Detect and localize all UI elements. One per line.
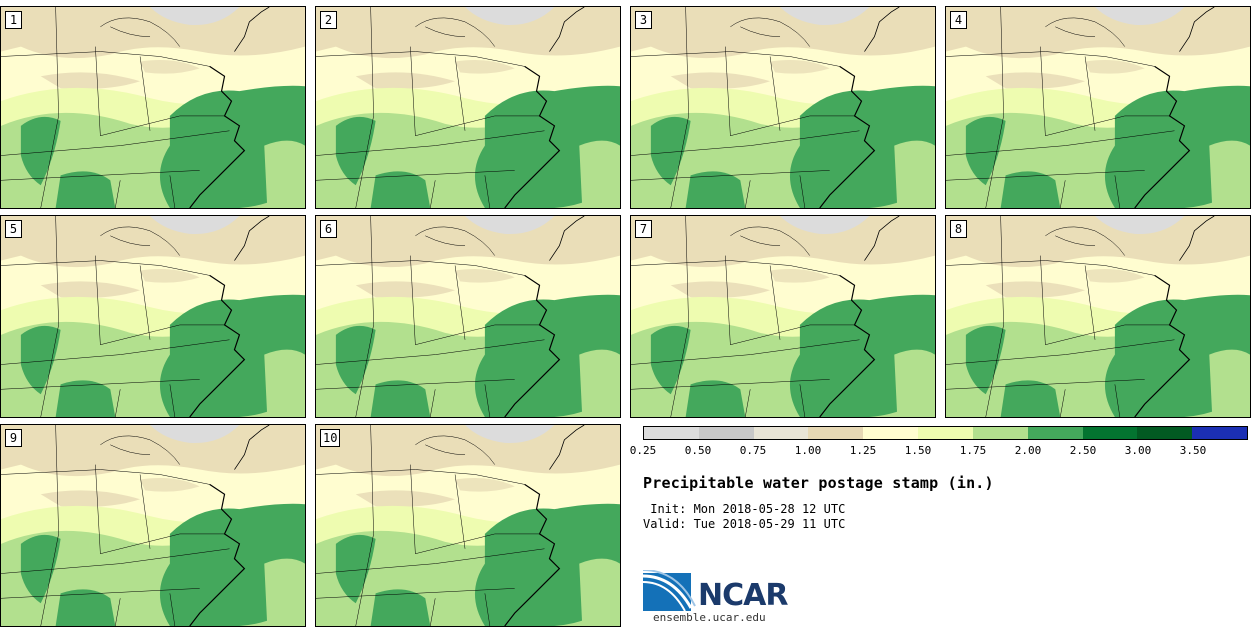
- member-number-label: 1: [5, 11, 22, 29]
- colorbar-tick-label: 2.50: [1069, 444, 1097, 457]
- member-number-label: 2: [320, 11, 337, 29]
- colorbar-swatch: [698, 427, 754, 439]
- colorbar-tick-label: 3.00: [1124, 444, 1152, 457]
- colorbar-tick-label: 0.75: [739, 444, 767, 457]
- colorbar-tick-label: 1.00: [794, 444, 822, 457]
- colorbar-tick-label: 1.25: [849, 444, 877, 457]
- member-number-label: 9: [5, 429, 22, 447]
- colorbar-swatch: [1082, 427, 1138, 439]
- colorbar: [643, 426, 1248, 440]
- ensemble-member-map: 10: [315, 424, 621, 627]
- colorbar-swatch: [1027, 427, 1083, 439]
- member-number-label: 6: [320, 220, 337, 238]
- member-number-label: 10: [320, 429, 341, 447]
- ensemble-member-map: 6: [315, 215, 621, 418]
- ncar-logo-text: NCAR: [698, 578, 788, 613]
- ensemble-member-map: 1: [0, 6, 306, 209]
- colorbar-swatch: [863, 427, 919, 439]
- colorbar-swatch: [918, 427, 973, 439]
- colorbar-swatch: [644, 427, 699, 439]
- valid-time: Valid: Tue 2018-05-29 11 UTC: [643, 517, 846, 531]
- colorbar-swatch: [1192, 427, 1247, 439]
- colorbar-tick-label: 1.75: [959, 444, 987, 457]
- ncar-logo-icon: [643, 570, 696, 612]
- colorbar-swatch: [808, 427, 864, 439]
- colorbar-tick-label: 2.00: [1014, 444, 1042, 457]
- figure-title: Precipitable water postage stamp (in.): [643, 474, 994, 492]
- ensemble-member-map: 5: [0, 215, 306, 418]
- colorbar-swatch: [753, 427, 809, 439]
- colorbar-tick-label: 0.50: [684, 444, 712, 457]
- colorbar-ticks: 0.25 0.50 0.75 1.00 1.25 1.50 1.75 2.00 2.50 3.00…: [630, 444, 1260, 460]
- member-number-label: 7: [635, 220, 652, 238]
- init-time: Init: Mon 2018-05-28 12 UTC: [643, 502, 846, 516]
- ensemble-member-map: 2: [315, 6, 621, 209]
- ensemble-member-map: 7: [630, 215, 936, 418]
- ensemble-member-map: 9: [0, 424, 306, 627]
- member-number-label: 3: [635, 11, 652, 29]
- colorbar-swatch: [972, 427, 1028, 439]
- ensemble-member-map: 4: [945, 6, 1251, 209]
- ensemble-member-map: 8: [945, 215, 1251, 418]
- ncar-url: ensemble.ucar.edu: [653, 611, 766, 624]
- colorbar-tick-label: 0.25: [629, 444, 657, 457]
- member-number-label: 4: [950, 11, 967, 29]
- colorbar-tick-label: 3.50: [1179, 444, 1207, 457]
- member-number-label: 8: [950, 220, 967, 238]
- colorbar-tick-label: 1.50: [904, 444, 932, 457]
- member-number-label: 5: [5, 220, 22, 238]
- colorbar-swatch: [1137, 427, 1193, 439]
- ensemble-member-map: 3: [630, 6, 936, 209]
